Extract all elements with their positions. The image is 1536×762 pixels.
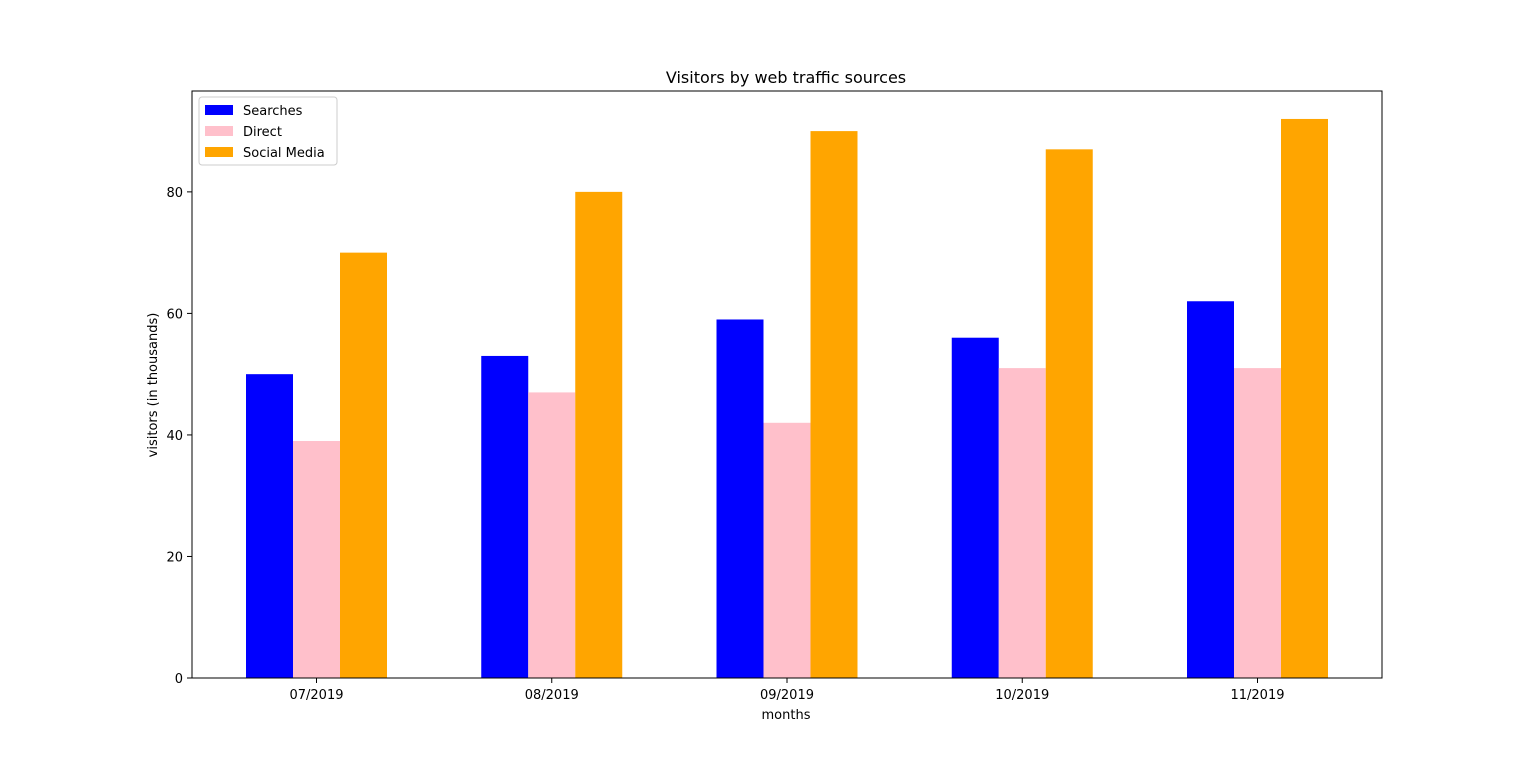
legend-swatch-direct	[205, 126, 233, 136]
bar-social-media-2	[810, 131, 858, 678]
bar-searches-0	[246, 374, 293, 678]
x-tick-label: 11/2019	[1230, 688, 1284, 703]
bar-direct-4	[1234, 368, 1281, 678]
bar-direct-1	[528, 392, 576, 678]
bar-direct-2	[763, 422, 811, 678]
x-tick-label: 08/2019	[525, 688, 579, 703]
chart-title: Visitors by web traffic sources	[666, 68, 906, 87]
x-tick-label: 07/2019	[289, 688, 343, 703]
y-axis-label: visitors (in thousands)	[146, 313, 161, 458]
bar-social-media-4	[1281, 118, 1328, 678]
bars-layer	[246, 118, 1328, 679]
legend-label: Social Media	[243, 146, 325, 161]
bar-direct-3	[998, 368, 1046, 678]
x-tick-label: 10/2019	[995, 688, 1049, 703]
y-tick-label: 80	[166, 186, 183, 201]
y-tick-label: 40	[166, 429, 183, 444]
legend-box	[198, 96, 338, 166]
x-tick-label: 09/2019	[760, 688, 814, 703]
y-tick-label: 60	[166, 307, 183, 322]
legend: Searches Direct Social Media	[198, 96, 338, 166]
bar-social-media-1	[575, 191, 623, 678]
y-axis: 0 20 40 60 80	[166, 186, 192, 687]
legend-swatch-social-media	[205, 147, 233, 157]
legend-swatch-searches	[205, 105, 233, 115]
bar-social-media-3	[1045, 149, 1093, 679]
bar-searches-3	[951, 337, 999, 678]
bar-searches-4	[1187, 301, 1234, 678]
bar-searches-1	[481, 355, 529, 678]
legend-label: Searches	[243, 104, 303, 119]
x-axis-label: months	[762, 708, 811, 723]
bar-direct-0	[293, 441, 340, 678]
legend-label: Direct	[243, 125, 282, 140]
bar-social-media-0	[340, 252, 387, 678]
x-axis: 07/2019 08/2019 09/2019 10/2019 11/2019	[289, 678, 1285, 703]
y-tick-label: 20	[166, 550, 183, 565]
y-tick-label: 0	[175, 672, 183, 687]
bar-searches-2	[716, 319, 764, 678]
